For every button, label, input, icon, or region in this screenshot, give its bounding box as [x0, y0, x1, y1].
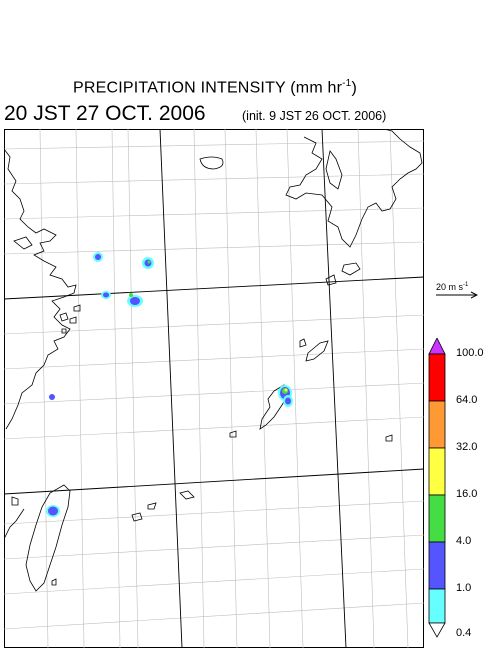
precipitation-cells	[46, 252, 293, 517]
chart-title: PRECIPITATION INTENSITY (mm hr-1)	[73, 78, 357, 97]
wind-scale-label: 20 m s-1	[436, 282, 469, 292]
rain-cell	[49, 394, 55, 400]
color-legend	[428, 338, 446, 638]
legend-tick-label: 1.0	[456, 582, 472, 594]
rain-cell	[93, 252, 103, 262]
legend-swatch	[428, 588, 446, 624]
legend-swatch-top-arrow	[428, 338, 446, 355]
map-frame	[4, 129, 424, 648]
legend-tick-label: 64.0	[456, 394, 478, 406]
coastlines	[4, 129, 423, 592]
legend-swatch-bottom-arrow	[428, 622, 446, 638]
legend-tick-label: 16.0	[456, 488, 478, 500]
rain-cell	[127, 293, 143, 307]
rain-cell	[101, 291, 111, 299]
init-time: (init. 9 JST 26 OCT. 2006)	[242, 109, 387, 123]
legend-tick-label: 4.0	[456, 535, 472, 547]
legend-tick-label: 32.0	[456, 441, 478, 453]
rain-cell	[142, 257, 154, 269]
rain-cell	[283, 395, 293, 407]
legend-tick-label: 100.0	[456, 347, 484, 359]
legend-swatch	[428, 447, 446, 496]
major-grid-lines	[4, 129, 424, 648]
legend-tick-label: 0.4	[456, 627, 472, 639]
legend-swatch	[428, 353, 446, 402]
legend-swatch	[428, 400, 446, 449]
valid-time: 20 JST 27 OCT. 2006	[4, 102, 206, 125]
grid-lines	[4, 129, 424, 648]
wind-scale-arrow-icon	[436, 291, 478, 299]
precipitation-map	[4, 129, 424, 648]
legend-swatch	[428, 494, 446, 543]
rain-cell	[46, 505, 60, 517]
legend-swatch	[428, 541, 446, 590]
